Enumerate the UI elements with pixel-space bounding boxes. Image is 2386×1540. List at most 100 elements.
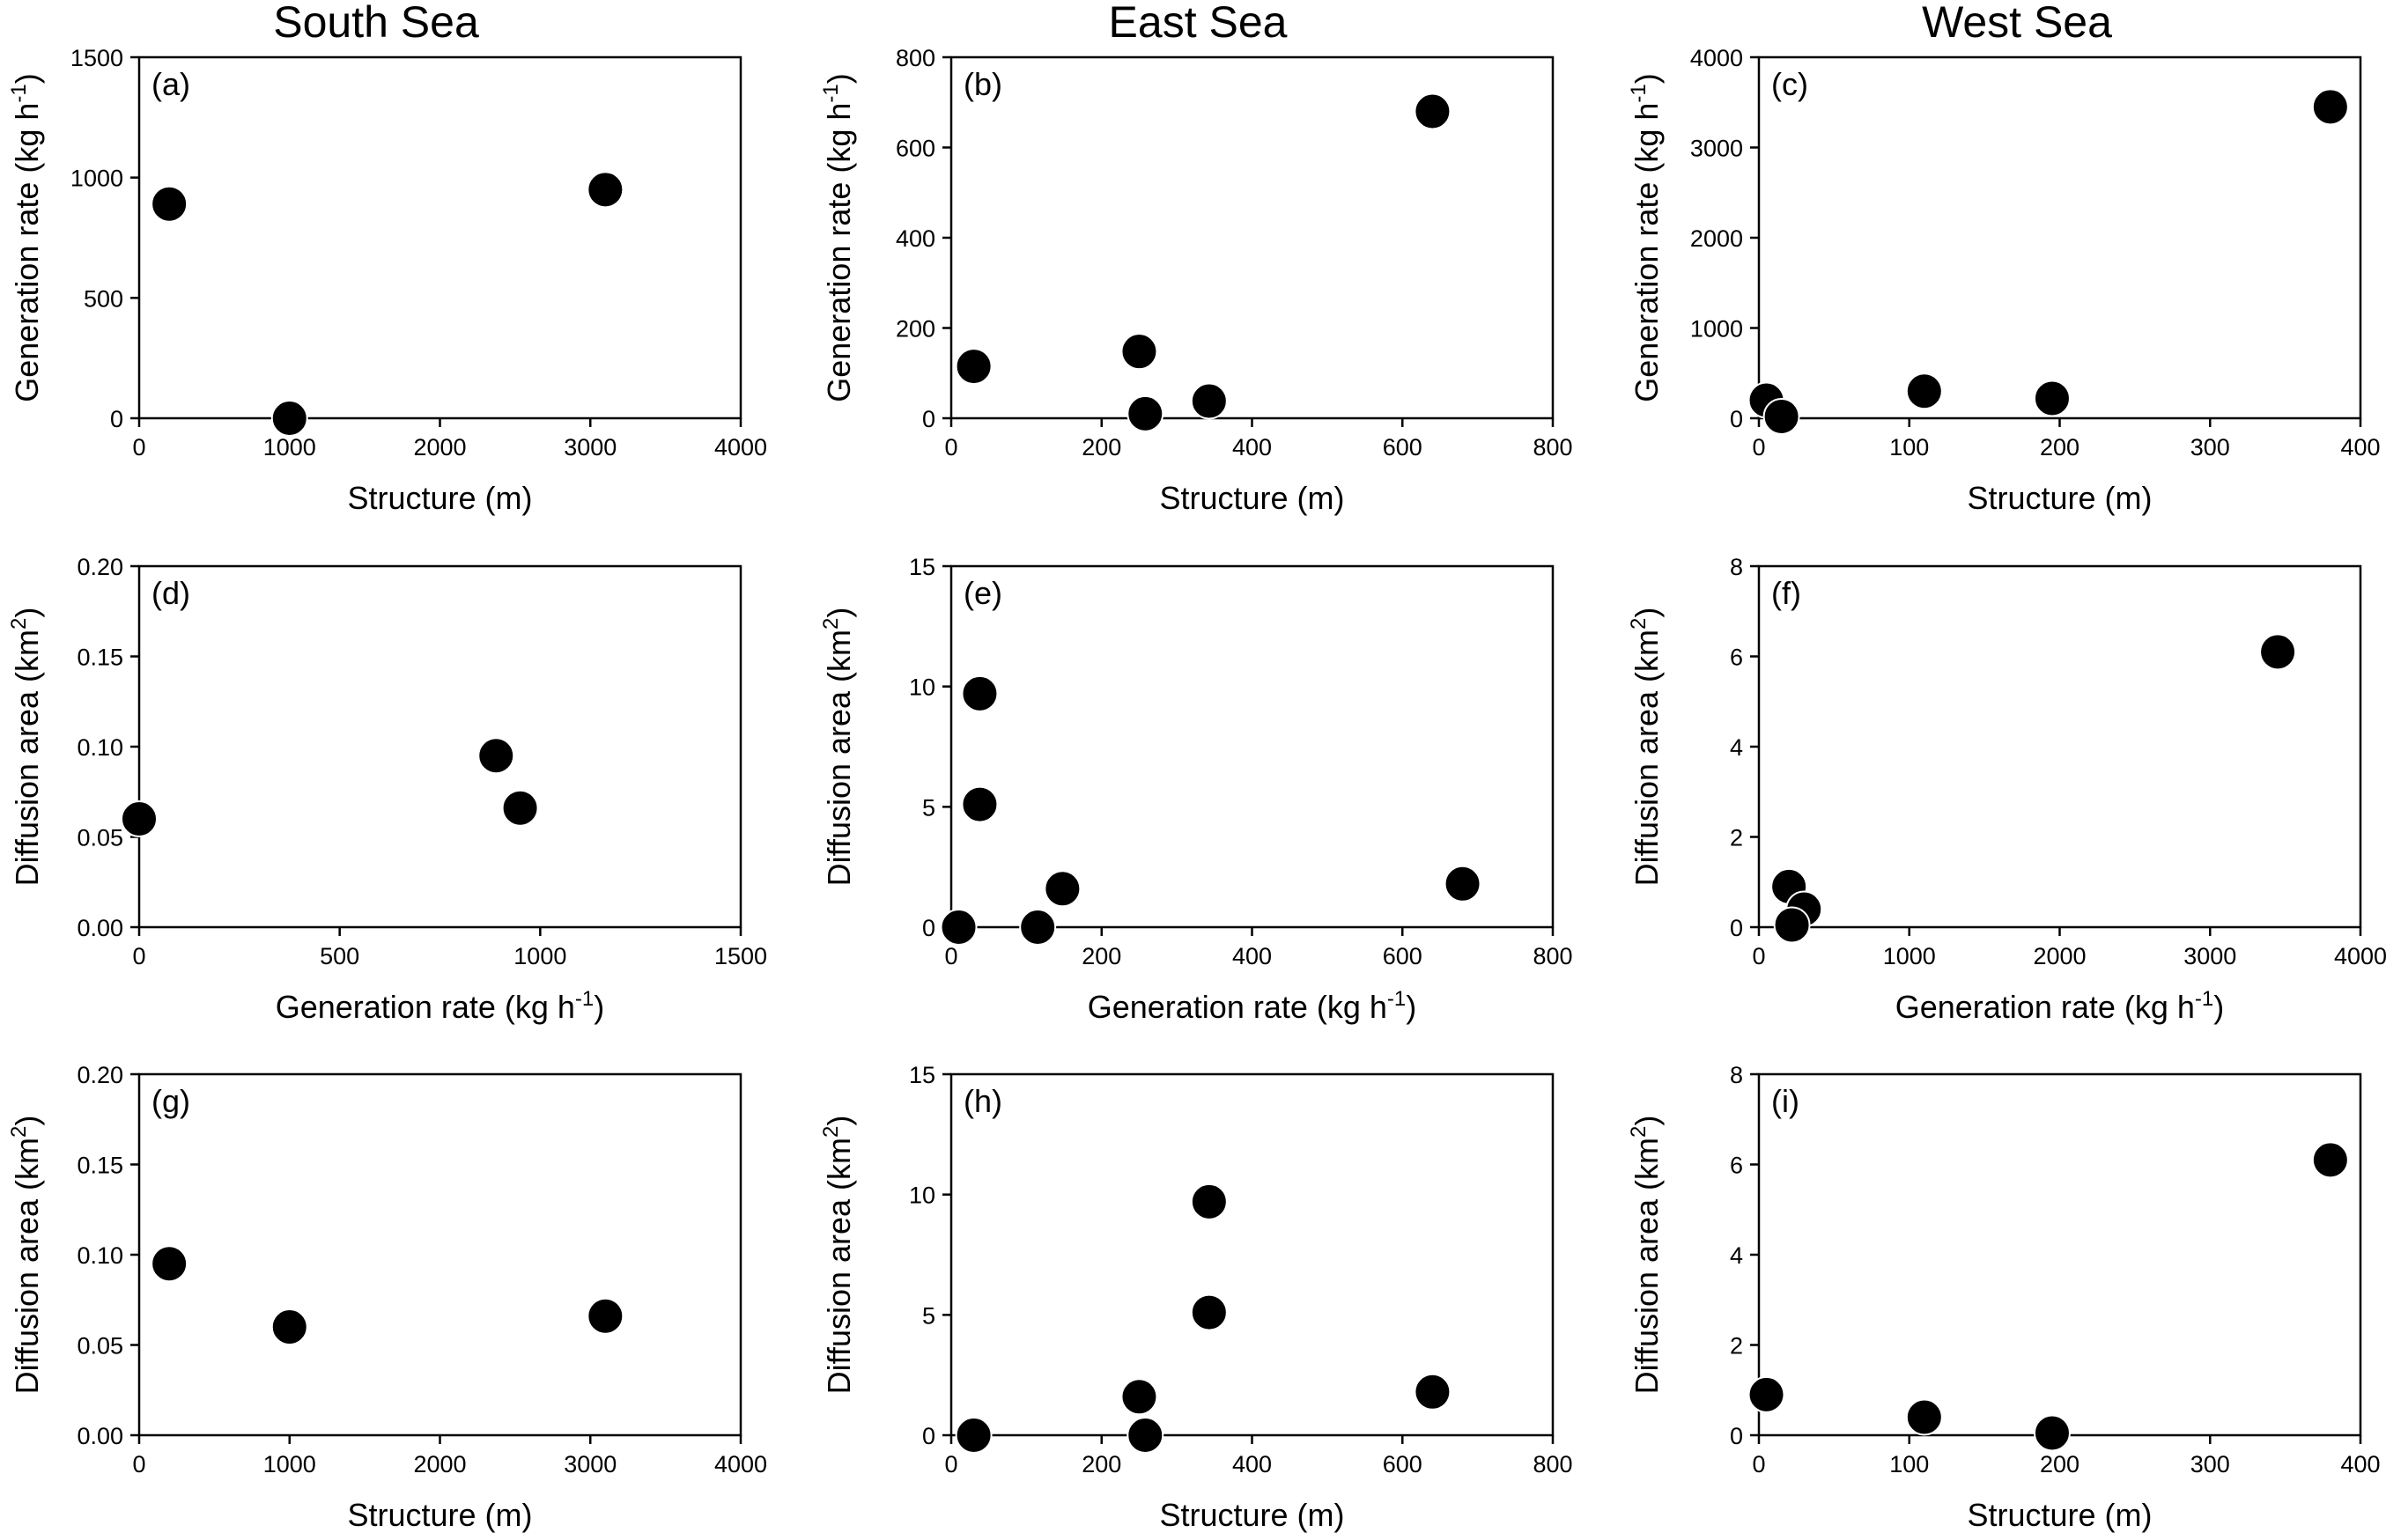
y-tick-label: 200 <box>896 316 935 343</box>
panel-label: (h) <box>964 1083 1002 1119</box>
panel-i: 0 100 200 300 400 0 2 4 6 8 Structure (m) Diffusion… <box>1627 1062 2381 1533</box>
data-point <box>1414 92 1452 130</box>
panel-h: 0 200 400 600 800 0 5 10 15 Structure (m) Diffusio… <box>819 1062 1573 1533</box>
y-tick-label: 0.05 <box>77 825 123 851</box>
data-point <box>1444 865 1481 903</box>
y-tick-label: 3000 <box>1690 136 1743 162</box>
data-point <box>121 800 158 837</box>
y-axis-label: Diffusion area (km2) <box>7 608 45 887</box>
data-point <box>1905 372 1943 410</box>
x-tick-label: 600 <box>1383 434 1422 461</box>
x-tick-label: 400 <box>2340 1451 2380 1477</box>
y-tick-label: 4000 <box>1690 45 1743 71</box>
y-tick-label: 0 <box>1730 406 1743 432</box>
x-tick-label: 200 <box>1082 1451 1121 1477</box>
panel-label: (i) <box>1771 1083 1799 1119</box>
x-axis-label: Structure (m) <box>1159 1497 1344 1533</box>
x-tick-label: 400 <box>1232 943 1272 969</box>
data-point <box>940 909 978 946</box>
plot-frame <box>949 55 1555 420</box>
plot-frame <box>949 1072 1555 1437</box>
x-axis-label: Structure (m) <box>347 1497 532 1533</box>
x-tick-label: 500 <box>320 943 359 969</box>
data-point <box>955 1417 993 1454</box>
x-tick-label: 600 <box>1383 1451 1422 1477</box>
data-point <box>270 400 308 437</box>
x-axis-label: Structure (m) <box>1967 1497 2152 1533</box>
y-tick-label: 15 <box>909 554 935 580</box>
data-point <box>2311 1141 2349 1179</box>
panel-label: (g) <box>151 1083 190 1119</box>
y-tick-label: 1000 <box>1690 316 1743 343</box>
y-tick-label: 15 <box>909 1062 935 1088</box>
x-tick-label: 0 <box>944 1451 957 1477</box>
y-axis-label: Diffusion area (km2) <box>1627 1116 1665 1395</box>
y-tick-label: 0 <box>922 406 935 432</box>
data-point <box>1120 1378 1158 1416</box>
panel-label: (c) <box>1771 66 1808 102</box>
y-axis-label: Diffusion area (km2) <box>1627 608 1665 887</box>
data-point <box>1773 906 1811 944</box>
x-tick-label: 1000 <box>263 1451 316 1477</box>
y-tick-label: 400 <box>896 225 935 252</box>
y-tick-label: 2 <box>1730 825 1743 851</box>
data-point <box>1120 333 1158 371</box>
y-axis-label: Generation rate (kg h-1) <box>1627 73 1665 402</box>
y-tick-label: 0.00 <box>77 915 123 941</box>
plot-frame <box>1757 1072 2362 1437</box>
x-axis-label: Generation rate (kg h-1) <box>1088 987 1417 1025</box>
x-tick-label: 3000 <box>564 434 617 461</box>
y-axis-label: Diffusion area (km2) <box>7 1116 45 1395</box>
y-tick-label: 0 <box>1730 915 1743 941</box>
panel-label: (a) <box>151 66 190 102</box>
x-axis-label: Generation rate (kg h-1) <box>1895 987 2225 1025</box>
x-tick-label: 400 <box>1232 434 1272 461</box>
panel-d: 0 500 1000 1500 0.00 0.05 0.10 0.15 0.20 Generati… <box>7 554 767 1025</box>
data-point <box>151 1245 188 1283</box>
x-tick-label: 0 <box>1752 434 1765 461</box>
y-tick-label: 8 <box>1730 1062 1743 1088</box>
y-axis-label: Diffusion area (km2) <box>819 1116 857 1395</box>
y-tick-label: 2000 <box>1690 225 1743 252</box>
data-point <box>1190 1183 1228 1220</box>
y-axis-label: Diffusion area (km2) <box>819 608 857 887</box>
plot-frame <box>137 564 742 929</box>
x-tick-label: 0 <box>132 943 145 969</box>
x-tick-label: 100 <box>1889 434 1929 461</box>
data-point <box>151 185 188 223</box>
x-tick-label: 1000 <box>263 434 316 461</box>
x-axis-label: Structure (m) <box>347 480 532 516</box>
data-point <box>1905 1398 1943 1436</box>
y-tick-label: 4 <box>1730 1242 1743 1269</box>
y-tick-label: 0 <box>922 1423 935 1449</box>
x-tick-label: 0 <box>132 434 145 461</box>
data-point <box>1190 382 1228 420</box>
x-tick-label: 3000 <box>2183 943 2236 969</box>
y-tick-label: 0 <box>922 915 935 941</box>
data-point <box>501 789 539 827</box>
x-axis-label: Structure (m) <box>1159 480 1344 516</box>
y-tick-label: 0.00 <box>77 1423 123 1449</box>
y-tick-label: 0.10 <box>77 1242 123 1269</box>
panel-c: 0 100 200 300 40001000200030004000Structure … <box>1627 45 2381 516</box>
x-tick-label: 400 <box>1232 1451 1272 1477</box>
data-point <box>2033 379 2071 417</box>
x-tick-label: 200 <box>1082 943 1121 969</box>
y-tick-label: 2 <box>1730 1333 1743 1359</box>
y-tick-label: 10 <box>909 1183 935 1209</box>
x-tick-label: 2000 <box>413 434 466 461</box>
panel-f: 0 1000 2000 3000 4000 0 2 4 6 8 Generation rate (k… <box>1627 554 2386 1025</box>
x-tick-label: 1500 <box>714 943 767 969</box>
data-point <box>1044 870 1082 908</box>
panel-b: 0 200 400 600 800 0 200 400 600 800 Structure (m) G… <box>819 45 1573 516</box>
data-point <box>477 737 515 775</box>
y-tick-label: 6 <box>1730 1153 1743 1179</box>
y-tick-label: 0.15 <box>77 1153 123 1179</box>
plot-frame <box>137 1072 742 1437</box>
x-tick-label: 0 <box>132 1451 145 1477</box>
y-tick-label: 0.05 <box>77 1333 123 1359</box>
data-point <box>1762 397 1800 435</box>
data-point <box>1127 1417 1164 1454</box>
